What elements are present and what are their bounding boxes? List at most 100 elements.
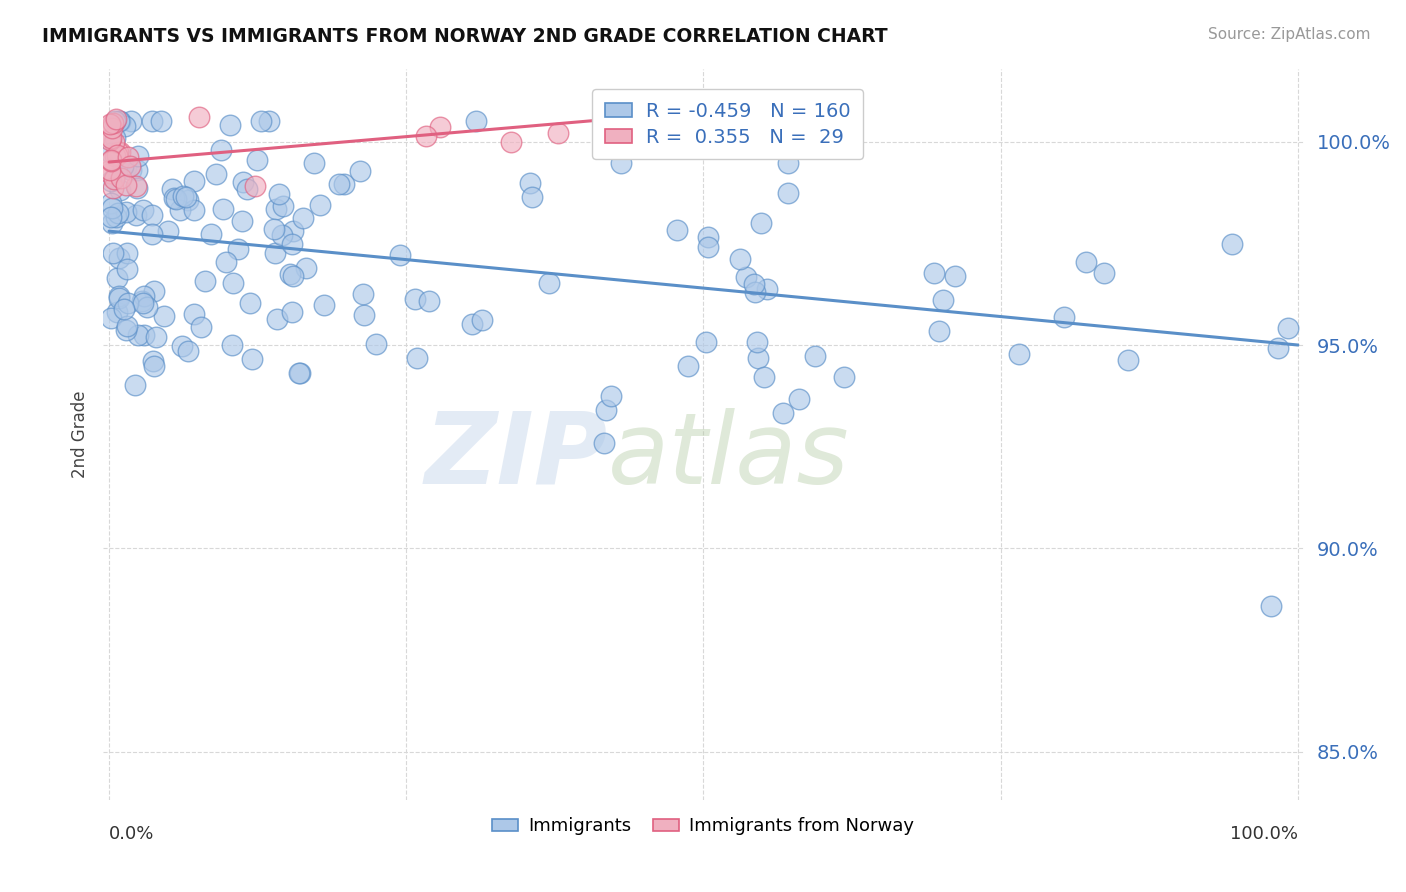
Point (114, 204, 136, 219)
Point (103, 246, 125, 260)
Point (141, 227, 163, 242)
Point (226, 243, 249, 257)
Point (221, 338, 243, 352)
Point (928, 324, 950, 338)
Point (271, 199, 294, 213)
Point (114, 120, 136, 134)
Point (288, 366, 311, 380)
Point (1053, 310, 1076, 324)
Point (107, 252, 129, 266)
Point (127, 327, 149, 342)
Point (309, 198, 332, 212)
Point (100, 211, 122, 225)
Point (353, 308, 375, 322)
Point (352, 287, 374, 301)
Point (595, 403, 617, 417)
Point (105, 148, 128, 162)
Point (749, 216, 772, 230)
Point (778, 186, 800, 201)
Point (283, 268, 305, 283)
Point (183, 203, 205, 218)
Point (98, 166, 121, 180)
Point (183, 174, 205, 188)
Point (125, 208, 148, 222)
Point (695, 335, 717, 350)
Point (172, 189, 194, 203)
Point (103, 171, 125, 186)
Point (1074, 254, 1097, 268)
Point (125, 181, 148, 195)
Point (932, 293, 955, 308)
Point (125, 162, 148, 177)
Point (127, 149, 149, 163)
Point (264, 202, 287, 216)
Point (231, 175, 253, 189)
Point (696, 240, 718, 254)
Point (406, 351, 429, 366)
Point (205, 167, 228, 181)
Point (100, 173, 122, 187)
Point (735, 270, 758, 285)
Point (132, 289, 155, 303)
Point (117, 150, 139, 164)
Point (278, 267, 301, 281)
Point (366, 337, 388, 351)
Point (190, 320, 212, 334)
Point (215, 254, 238, 268)
Point (103, 149, 125, 163)
Point (666, 223, 689, 237)
Point (271, 228, 294, 243)
Point (304, 155, 326, 169)
Point (176, 193, 198, 207)
Point (100, 153, 122, 168)
Point (110, 170, 132, 185)
Point (120, 114, 142, 128)
Point (222, 276, 245, 290)
Point (142, 354, 165, 368)
Point (1260, 599, 1282, 613)
Point (107, 292, 129, 306)
Point (149, 114, 172, 128)
Point (747, 334, 769, 349)
Point (103, 180, 125, 194)
Point (187, 110, 209, 124)
Point (389, 248, 412, 262)
Point (134, 327, 156, 342)
Point (281, 237, 304, 252)
Point (145, 330, 167, 344)
Point (519, 176, 541, 190)
Point (108, 145, 131, 159)
Point (429, 120, 451, 135)
Point (107, 289, 129, 303)
Point (160, 182, 183, 196)
Point (105, 305, 128, 319)
Point (312, 298, 335, 312)
Point (101, 120, 124, 135)
Point (104, 114, 127, 128)
Point (131, 293, 153, 308)
Point (728, 252, 751, 266)
Point (209, 143, 232, 157)
Point (804, 349, 827, 363)
Point (115, 245, 138, 260)
Point (103, 135, 125, 149)
Point (141, 208, 163, 222)
Point (212, 202, 235, 216)
Point (295, 261, 318, 276)
Point (100, 196, 122, 211)
Point (108, 183, 131, 197)
Point (328, 177, 350, 191)
Text: atlas: atlas (607, 408, 849, 505)
Point (264, 246, 287, 260)
Point (1222, 237, 1244, 252)
Point (108, 114, 131, 128)
Point (115, 323, 138, 337)
Point (461, 317, 484, 331)
Point (200, 227, 222, 242)
Point (349, 164, 371, 178)
Point (415, 129, 437, 144)
Point (101, 201, 124, 215)
Point (1008, 347, 1031, 361)
Point (120, 162, 142, 177)
Point (124, 378, 146, 392)
